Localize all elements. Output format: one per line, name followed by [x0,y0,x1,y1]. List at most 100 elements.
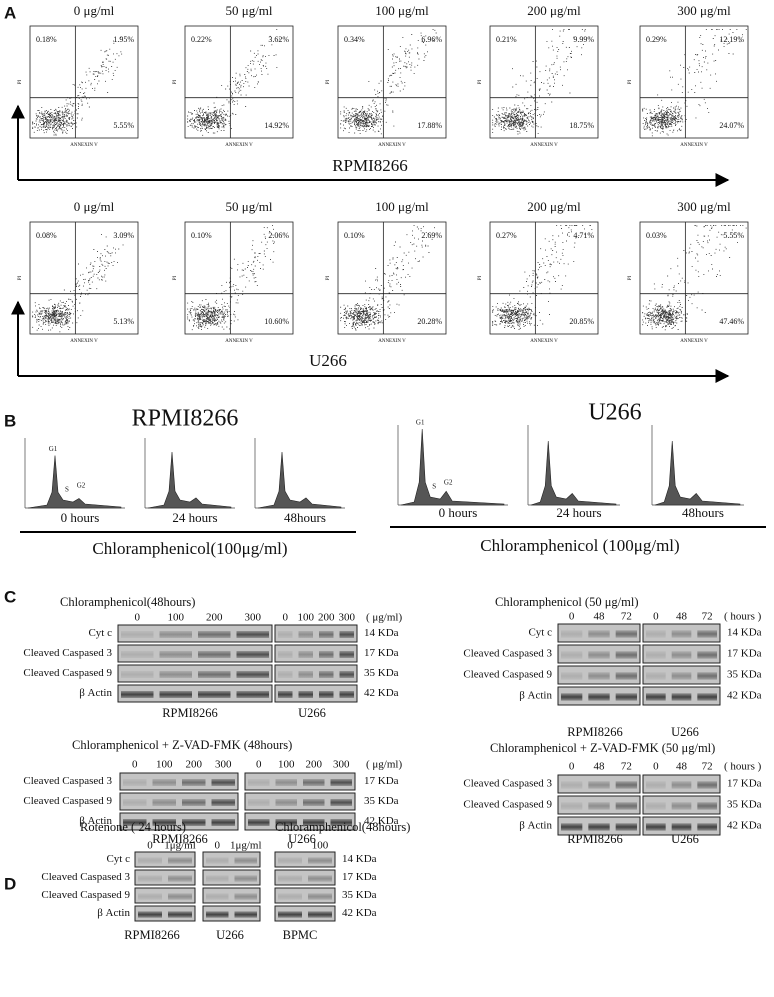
time-label: 0 hours [61,510,100,525]
y-axis-label: PI [478,275,483,280]
blot-strip [274,624,358,643]
blot-band [339,631,354,638]
blot-band [646,693,666,701]
blot-band [234,875,257,882]
scatter-dots [187,28,280,136]
blot-band [121,691,154,698]
peak-label: G2 [444,479,453,487]
lane-label: 0 [283,612,289,624]
row-label: Cleaved Caspased 3 [23,647,112,659]
row-label: Cyt c [528,627,552,639]
blot-band [646,630,666,638]
y-axis-label: PI [173,79,178,84]
blot-strip [244,772,356,791]
lane-label: 0 [569,611,575,623]
blot-band [138,893,162,900]
blot-strip [117,664,273,683]
blot-band [646,672,666,680]
lane-label: 200 [206,612,223,624]
blot-strip [117,644,273,663]
size-label: 42 KDa [727,690,762,702]
blot-band [615,672,637,680]
blot-band [248,819,270,826]
concentration-label: 200 μg/ml [527,199,581,214]
size-label: 42 KDa [364,687,399,699]
row-label: Cleaved Caspased 3 [41,871,130,883]
blot-band [168,911,192,918]
cell-line-label: BPMC [283,928,318,942]
histogram [257,451,342,509]
y-axis-label: PI [326,275,331,280]
blot-band [588,693,610,701]
y-axis-label: PI [326,79,331,84]
blot-band [646,651,666,659]
blot-band [123,819,147,826]
cell-line-label: U266 [671,832,699,846]
blot-band [588,672,610,680]
quadrant-percent: 0.18% [36,35,57,44]
lane-unit: ( μg/ml) [366,612,402,624]
quadrant-percent: 0.34% [344,35,365,44]
quadrant-percent: 5.55% [723,231,744,240]
concentration-label: 0 μg/ml [74,3,115,18]
quadrant-percent: 24.07% [719,121,744,130]
blot-band [339,651,354,658]
blot-band [198,691,231,698]
blot-band [561,802,583,810]
x-axis-label: ANNEXIN V [70,339,98,344]
size-label: 35 KDa [364,795,399,807]
blot-band [697,672,717,680]
y-axis-label: PI [628,275,633,280]
blot-band [168,893,192,900]
lane-label: 0 [215,840,221,852]
blot-band [123,779,147,786]
peak-label: G1 [49,445,58,453]
blot-band [697,823,717,831]
blot-band [138,911,162,918]
blot-band [206,857,229,864]
lane-label: 100 [168,612,185,624]
blot-band [671,651,692,659]
concentration-label: 100 μg/ml [375,199,429,214]
size-label: 17 KDa [342,871,377,883]
blot-band [646,781,666,789]
blot-band [182,819,206,826]
lane-label: 72 [621,611,632,623]
blot-band [278,893,302,900]
blot-band [278,651,293,658]
blot-band [278,691,293,698]
scatter-dots [340,28,437,135]
peak-label: G1 [416,419,425,427]
time-label: 48hours [284,510,326,525]
blot-band [236,631,269,638]
quadrant-percent: 9.99% [573,35,594,44]
lane-label: 100 [298,612,315,624]
y-axis-label: PI [628,79,633,84]
blot-title: Rotenone ( 24 hours) [80,820,186,834]
blot-band [206,893,229,900]
blot-band [275,799,297,806]
blot-strip [274,644,358,663]
time-label: 0 hours [439,505,478,520]
lane-label: 72 [621,761,632,773]
blot-band [588,781,610,789]
y-axis-label: PI [18,275,23,280]
blot-title: Chloramphenicol (50 μg/ml) [495,595,638,609]
row-label: Cleaved Caspased 9 [23,795,112,807]
quadrant-percent: 6.96% [421,35,442,44]
blot-band [646,802,666,810]
row-label: Cleaved Caspased 9 [41,889,130,901]
quadrant-percent: 0.03% [646,231,667,240]
blot-band [278,911,302,918]
peak-label: S [432,483,436,491]
cell-line-label: U266 [288,832,316,846]
blot-band [330,799,352,806]
x-axis-label: ANNEXIN V [680,143,708,148]
quadrant-percent: 17.88% [417,121,442,130]
scatter-dots [492,28,586,135]
lane-label: 0 [256,759,262,771]
cell-line-title: U266 [588,400,641,426]
concentration-label: 50 μg/ml [225,3,272,18]
scatter-plot-frame [337,221,447,335]
quadrant-percent: 14.92% [264,121,289,130]
